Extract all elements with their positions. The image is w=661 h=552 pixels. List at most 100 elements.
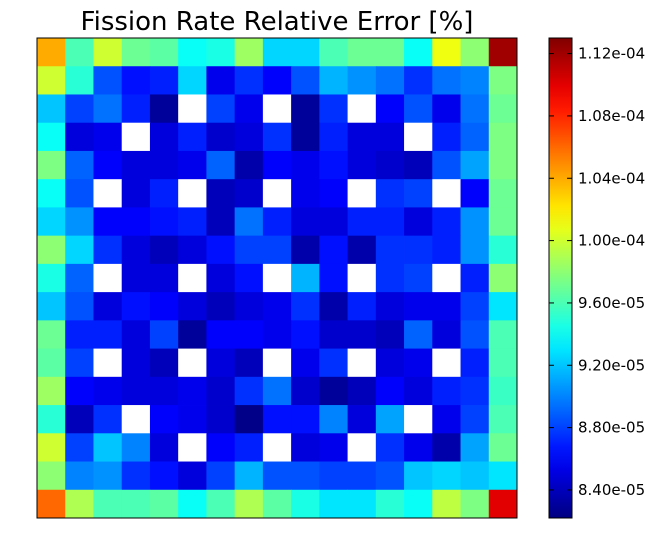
heatmap-cell-r4-c3 [121, 150, 151, 180]
heatmap-cell-r1-c3 [121, 66, 151, 95]
heatmap-cell-r16-c5 [178, 489, 207, 519]
heatmap-cell-r15-c6 [206, 461, 236, 491]
heatmap-cell-r16-c12 [375, 489, 405, 519]
heatmap-cell-r11-c2 [93, 348, 123, 378]
colorbar-ticks: 8.40e-05 8.80e-05 9.20e-05 9.60e-05 1.00e-04… [549, 45, 645, 499]
heatmap-cell-r8-c13 [404, 263, 433, 293]
heatmap-cell-r9-c16 [488, 292, 518, 321]
heatmap-cell-r8-c8 [262, 263, 292, 293]
heatmap-cell-r13-c3 [121, 405, 151, 434]
heatmap-cell-r6-c13 [404, 207, 433, 237]
heatmap-cell-r3-c6 [206, 122, 236, 152]
heatmap-cell-r16-c2 [93, 489, 123, 519]
heatmap-cell-r9-c10 [319, 292, 348, 321]
heatmap-cell-r6-c1 [65, 207, 94, 237]
heatmap-cell-r12-c15 [460, 376, 490, 406]
heatmap-cell-r4-c4 [149, 150, 179, 180]
heatmap-cell-r12-c6 [206, 376, 236, 406]
heatmap-cell-r2-c12 [375, 94, 405, 124]
heatmap-cell-r6-c12 [375, 207, 405, 237]
heatmap-cell-r8-c16 [488, 263, 518, 293]
heatmap-cell-r5-c11 [347, 179, 377, 208]
heatmap-cell-r7-c10 [319, 235, 348, 265]
heatmap-cell-r10-c5 [178, 320, 207, 349]
heatmap-cell-r3-c15 [460, 122, 490, 152]
heatmap-cell-r12-c2 [93, 376, 123, 406]
heatmap-cell-r11-c4 [149, 348, 179, 378]
heatmap-cell-r2-c14 [432, 94, 461, 124]
heatmap-cell-r14-c7 [234, 433, 264, 462]
heatmap-cell-r13-c16 [488, 405, 518, 434]
heatmap-cell-r12-c11 [347, 376, 377, 406]
heatmap-cell-r4-c1 [65, 150, 94, 180]
heatmap-cell-r1-c4 [149, 66, 179, 95]
heatmap-cell-r4-c14 [432, 150, 461, 180]
heatmap-cell-r15-c14 [432, 461, 461, 491]
heatmap-cell-r7-c15 [460, 235, 490, 265]
heatmap-cell-r7-c12 [375, 235, 405, 265]
heatmap-cell-r5-c3 [121, 179, 151, 208]
heatmap-cell-r11-c1 [65, 348, 94, 378]
heatmap-cell-r12-c16 [488, 376, 518, 406]
heatmap-frame [36, 37, 518, 519]
heatmap-cell-r16-c14 [432, 489, 461, 519]
heatmap-cell-r11-c12 [375, 348, 405, 378]
heatmap-cell-r3-c11 [347, 122, 377, 152]
heatmap-cell-r7-c16 [488, 235, 518, 265]
colorbar-frame [548, 37, 573, 519]
heatmap-cell-r4-c16 [488, 150, 518, 180]
heatmap-cell-r3-c4 [149, 122, 179, 152]
heatmap-cell-r5-c2 [93, 179, 123, 208]
colorbar-gradient [549, 38, 572, 518]
heatmap-cell-r12-c4 [149, 376, 179, 406]
heatmap-cell-r2-c2 [93, 94, 123, 124]
heatmap-cell-r7-c2 [93, 235, 123, 265]
heatmap-cell-r9-c12 [375, 292, 405, 321]
heatmap-cell-r9-c11 [347, 292, 377, 321]
heatmap-cell-r7-c0 [37, 235, 66, 265]
heatmap-cell-r13-c12 [375, 405, 405, 434]
heatmap-cell-r15-c4 [149, 461, 179, 491]
colorbar: 8.40e-05 8.80e-05 9.20e-05 9.60e-05 1.00e-04… [548, 37, 645, 519]
heatmap-cell-r8-c3 [121, 263, 151, 293]
heatmap-cell-r11-c11 [347, 348, 377, 378]
heatmap-cell-r5-c7 [234, 179, 264, 208]
heatmap-cell-r8-c11 [347, 263, 377, 293]
heatmap-cell-r1-c2 [93, 66, 123, 95]
heatmap-cell-r8-c5 [178, 263, 207, 293]
heatmap-cell-r12-c8 [262, 376, 292, 406]
heatmap-cell-r16-c9 [291, 489, 320, 519]
heatmap-cell-r15-c15 [460, 461, 490, 491]
heatmap-cell-r12-c5 [178, 376, 207, 406]
heatmap-cell-r16-c13 [404, 489, 433, 519]
heatmap-cell-r16-c10 [319, 489, 348, 519]
heatmap-cell-r0-c16 [488, 38, 518, 67]
heatmap-cell-r4-c2 [93, 150, 123, 180]
heatmap-cell-r5-c14 [432, 179, 461, 208]
heatmap-cell-r6-c14 [432, 207, 461, 237]
heatmap-cell-r4-c12 [375, 150, 405, 180]
heatmap-cell-r10-c8 [262, 320, 292, 349]
heatmap-cell-r9-c0 [37, 292, 66, 321]
heatmap-cell-r1-c10 [319, 66, 348, 95]
colorbar-tick-label-2: 9.20e-05 [578, 356, 645, 374]
heatmap-cell-r10-c4 [149, 320, 179, 349]
heatmap-cell-r16-c4 [149, 489, 179, 519]
heatmap-cell-r13-c7 [234, 405, 264, 434]
heatmap-cell-r3-c16 [488, 122, 518, 152]
heatmap-cell-r1-c16 [488, 66, 518, 95]
heatmap-cell-r0-c5 [178, 38, 207, 67]
colorbar-tick-label-1: 8.80e-05 [578, 419, 645, 437]
heatmap-cell-r13-c2 [93, 405, 123, 434]
heatmap-cell-r12-c13 [404, 376, 433, 406]
heatmap-cell-r13-c5 [178, 405, 207, 434]
heatmap-cell-r6-c2 [93, 207, 123, 237]
heatmap-cell-r11-c5 [178, 348, 207, 378]
heatmap-cell-r13-c8 [262, 405, 292, 434]
heatmap-cell-r12-c12 [375, 376, 405, 406]
heatmap-cell-r5-c12 [375, 179, 405, 208]
heatmap-cell-r0-c12 [375, 38, 405, 67]
heatmap-cell-r14-c13 [404, 433, 433, 462]
heatmap-cell-r12-c3 [121, 376, 151, 406]
heatmap-cell-r11-c16 [488, 348, 518, 378]
